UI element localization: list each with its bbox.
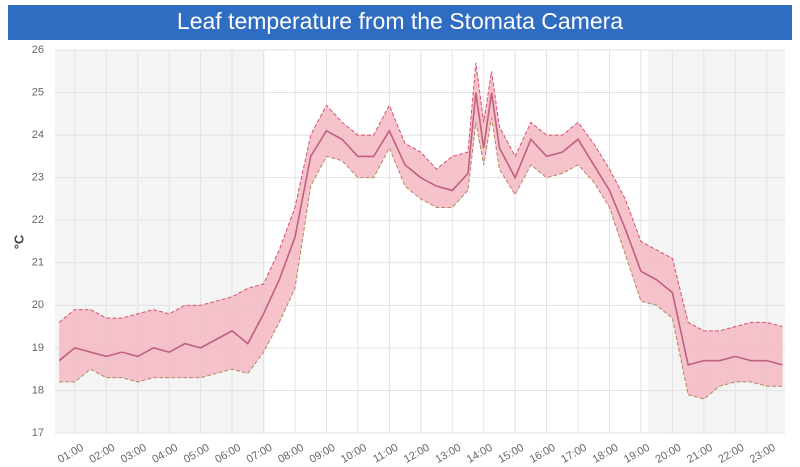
y-tick-label: 24 [32, 129, 44, 141]
y-tick-label: 22 [32, 214, 44, 226]
x-tick-label: 21:00 [685, 442, 715, 466]
upper-line [58, 62, 783, 332]
x-tick-label: 06:00 [213, 442, 243, 466]
x-tick-label: 01:00 [56, 442, 86, 466]
x-tick-label: 10:00 [339, 442, 369, 466]
x-tick-label: 03:00 [119, 442, 149, 466]
x-tick-label: 04:00 [150, 442, 180, 466]
x-tick-label: 07:00 [245, 442, 275, 466]
x-tick-label: 17:00 [559, 442, 589, 466]
y-axis-label: °C [11, 234, 26, 249]
x-tick-label: 12:00 [402, 442, 432, 466]
y-tick-label: 19 [32, 342, 44, 354]
x-tick-label: 23:00 [748, 442, 778, 466]
x-tick-label: 18:00 [591, 442, 621, 466]
mean-line [58, 92, 783, 366]
x-tick-label: 22:00 [716, 442, 746, 466]
x-tick-label: 20:00 [654, 442, 684, 466]
title-bar [8, 5, 792, 40]
x-tick-label: 19:00 [622, 442, 652, 466]
y-tick-label: 17 [32, 427, 44, 439]
y-tick-label: 21 [32, 257, 44, 269]
x-tick-label: 11:00 [371, 442, 400, 466]
x-tick-label: 13:00 [433, 442, 463, 466]
y-tick-label: 20 [32, 299, 44, 311]
x-tick-label: 05:00 [182, 442, 212, 466]
y-tick-label: 18 [32, 384, 44, 396]
x-tick-label: 08:00 [276, 442, 306, 466]
x-tick-label: 14:00 [465, 442, 495, 466]
x-tick-label: 15:00 [496, 442, 526, 466]
y-tick-label: 23 [32, 172, 44, 184]
y-tick-label: 26 [32, 44, 44, 56]
x-tick-label: 16:00 [528, 442, 558, 466]
lower-line [59, 118, 783, 400]
x-tick-label: 09:00 [308, 442, 338, 466]
x-tick-label: 02:00 [87, 442, 117, 466]
chart-title: Leaf temperature from the Stomata Camera [177, 8, 623, 34]
range-band [59, 62, 783, 399]
y-tick-label: 25 [32, 86, 44, 98]
